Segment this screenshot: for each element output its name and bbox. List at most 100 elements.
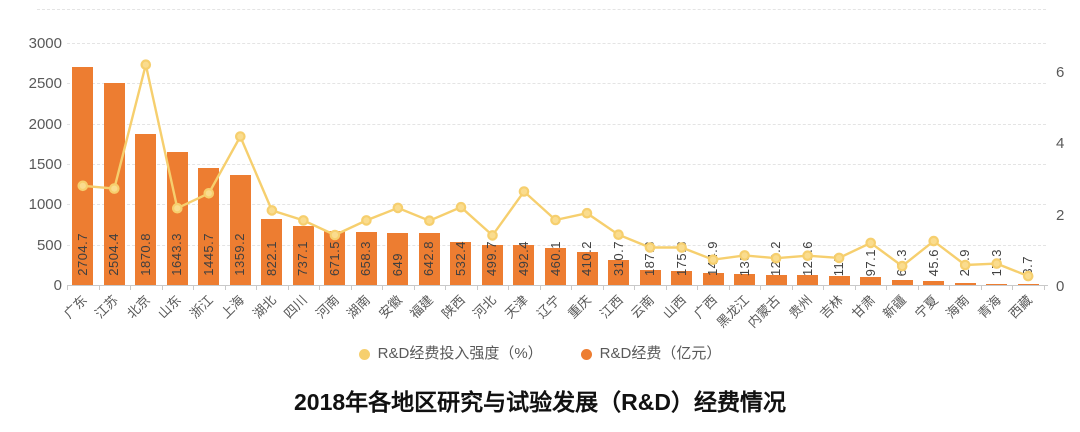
x-axis-tick xyxy=(602,286,604,290)
bar-青海 xyxy=(986,283,1008,285)
bar-河北 xyxy=(481,244,503,285)
bar-内蒙古 xyxy=(765,274,787,285)
x-axis-line xyxy=(67,285,1048,286)
legend-item-intensity: R&D经费投入强度（%） xyxy=(358,345,543,363)
funding-legend-dot-icon xyxy=(580,348,592,360)
bar-湖北 xyxy=(261,218,283,285)
bar-重庆 xyxy=(576,251,598,285)
intensity-point xyxy=(644,242,656,253)
x-axis-tick xyxy=(319,286,321,290)
x-axis-tick xyxy=(886,286,888,290)
x-axis-tick xyxy=(256,286,258,290)
x-axis-tick xyxy=(917,286,919,290)
bar-四川 xyxy=(292,225,314,285)
intensity-line xyxy=(82,64,1029,278)
intensity-point xyxy=(298,215,309,226)
legend: R&D经费投入强度（%） R&D经费（亿元） xyxy=(0,345,1080,363)
x-axis-tick xyxy=(382,286,384,290)
bar-黑龙江 xyxy=(734,274,756,285)
grid-line xyxy=(67,244,1046,246)
intensity-point xyxy=(833,252,845,264)
intensity-point xyxy=(424,215,435,226)
x-axis-tick xyxy=(823,286,825,290)
x-axis-tick xyxy=(476,286,478,290)
x-axis-tick xyxy=(665,286,667,290)
x-axis-tick xyxy=(98,286,100,290)
intensity-point xyxy=(203,188,215,199)
x-axis-tick xyxy=(949,286,951,290)
bar-贵州 xyxy=(797,275,819,285)
intensity-point xyxy=(487,230,498,241)
grid-line xyxy=(67,123,1046,125)
bar-海南 xyxy=(954,282,976,285)
legend-item-funding: R&D经费（亿元） xyxy=(580,345,722,363)
y-axis-left-tick-label: 2000 xyxy=(28,115,62,133)
intensity-point xyxy=(676,242,687,253)
y-axis-right-tick-label: 0 xyxy=(1056,278,1065,295)
intensity-point xyxy=(109,183,120,194)
intensity-point xyxy=(172,202,183,214)
y-axis-right-tick-label: 2 xyxy=(1056,206,1065,224)
intensity-point xyxy=(865,237,876,249)
x-axis-tick xyxy=(760,286,762,290)
intensity-point xyxy=(1022,270,1034,282)
intensity-point xyxy=(392,202,404,214)
intensity-point xyxy=(959,259,971,271)
intensity-point xyxy=(770,252,782,264)
intensity-point xyxy=(613,229,624,240)
intensity-point xyxy=(266,205,278,216)
intensity-legend-dot-icon xyxy=(358,348,370,360)
x-axis-tick xyxy=(224,286,226,290)
y-axis-right-tick-label: 4 xyxy=(1056,135,1065,153)
x-axis-tick xyxy=(539,286,541,290)
bar-天津 xyxy=(513,245,535,285)
intensity-point xyxy=(140,59,152,70)
bar-浙江 xyxy=(198,168,220,285)
bar-云南 xyxy=(639,269,661,285)
intensity-point xyxy=(802,250,813,261)
bar-福建 xyxy=(418,233,440,285)
legend-label-funding: R&D经费（亿元） xyxy=(599,345,722,362)
intensity-point xyxy=(707,254,719,266)
x-axis-tick xyxy=(193,286,195,290)
x-axis-tick xyxy=(634,286,636,290)
x-axis-tick xyxy=(791,286,793,290)
grid-line xyxy=(67,83,1046,85)
intensity-point xyxy=(455,201,467,213)
bar-辽宁 xyxy=(545,247,566,285)
intensity-point xyxy=(235,131,246,142)
bar-上海 xyxy=(229,175,251,285)
y-axis-left-tick-label: 0 xyxy=(53,277,62,294)
x-axis-tick xyxy=(508,286,510,290)
intensity-point xyxy=(581,207,593,219)
bar-西藏 xyxy=(1017,284,1039,285)
intensity-point xyxy=(739,250,750,261)
intensity-point xyxy=(361,215,372,226)
bar-吉林 xyxy=(828,275,850,285)
y-axis-left-tick-label: 500 xyxy=(36,236,62,254)
bar-陕西 xyxy=(450,242,472,285)
legend-label-intensity: R&D经费投入强度（%） xyxy=(377,345,543,362)
bar-江西 xyxy=(608,259,630,285)
grid-line xyxy=(67,43,1046,44)
x-axis-tick xyxy=(1012,286,1014,290)
x-axis-tick xyxy=(1044,286,1045,290)
intensity-point xyxy=(77,180,89,192)
x-axis-tick xyxy=(67,286,68,290)
y-axis-left-tick-label: 1000 xyxy=(28,196,62,214)
intensity-point xyxy=(518,186,530,197)
x-axis-tick xyxy=(287,286,289,290)
x-axis-tick xyxy=(980,286,982,290)
x-axis-tick xyxy=(445,286,447,290)
intensity-point xyxy=(896,260,908,272)
x-axis-tick xyxy=(161,286,163,290)
bar-广西 xyxy=(702,273,724,285)
bar-湖南 xyxy=(355,231,377,285)
bar-宁夏 xyxy=(923,281,945,285)
intensity-point xyxy=(550,214,561,226)
bar-北京 xyxy=(135,134,157,285)
x-axis-tick xyxy=(413,286,415,290)
x-axis-tick xyxy=(350,286,352,290)
